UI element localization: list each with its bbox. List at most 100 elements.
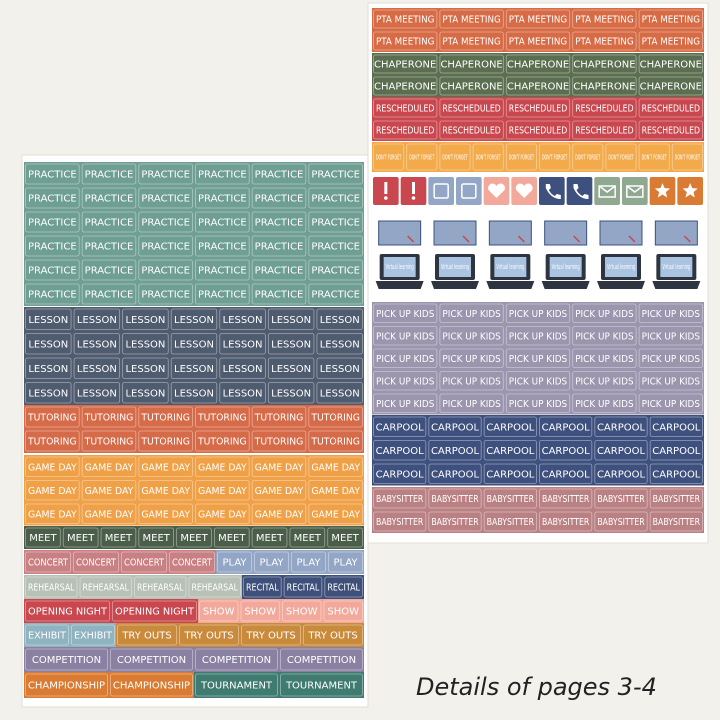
sticker-label: PLAY: [333, 558, 358, 569]
sticker-label: REHEARSAL: [28, 583, 75, 594]
sticker-label: PTA MEETING: [575, 15, 633, 26]
sticker: [138, 480, 193, 501]
sticker-band: [24, 282, 364, 306]
sticker: [81, 163, 137, 185]
sticker-band: [24, 258, 364, 282]
sticker: [373, 98, 438, 118]
sticker-label: CHAPERONE: [640, 60, 702, 71]
sticker-label: LESSON: [174, 388, 214, 399]
sticker-label: PICK UP KIDS: [642, 376, 700, 387]
sticker: [439, 76, 504, 96]
sticker: [505, 143, 537, 171]
sticker: [195, 283, 250, 305]
sticker: [122, 357, 169, 379]
sticker: [308, 503, 363, 524]
sticker-label: TUTORING: [84, 437, 134, 448]
sticker-band: [24, 672, 194, 698]
sticker-label: PRACTICE: [85, 266, 134, 277]
sticker: [138, 406, 193, 428]
sticker: [251, 187, 307, 209]
sticker-label: TUTORING: [310, 413, 360, 424]
sticker: [316, 382, 363, 404]
sticker: [572, 98, 637, 118]
sticker: [195, 503, 250, 524]
sticker: [316, 333, 363, 355]
sticker-label: TOURNAMENT: [285, 681, 358, 692]
sticker: [195, 163, 250, 185]
sticker: [373, 54, 438, 74]
sticker: [289, 527, 326, 548]
sticker-label: RESCHEDULED: [642, 104, 701, 115]
sticker-label: CHAPERONE: [440, 60, 502, 71]
sticker-band: [24, 429, 364, 453]
sticker-label: TUTORING: [27, 437, 77, 448]
caption: Details of pages 3-4: [416, 673, 657, 701]
sticker-band: [24, 331, 364, 356]
sticker-label: PTA MEETING: [376, 15, 434, 26]
sticker-label: PRACTICE: [255, 170, 304, 181]
sticker-label: CARPOOL: [597, 422, 646, 433]
sticker-label: PRACTICE: [255, 242, 304, 253]
sticker: [439, 9, 504, 29]
sticker: [428, 488, 482, 509]
sticker-label: GAME DAY: [311, 486, 360, 497]
laptop-base: [597, 281, 645, 289]
sticker: [62, 527, 99, 548]
icon-sticker: [428, 177, 454, 205]
sticker-band: [24, 647, 364, 672]
sticker: [594, 440, 648, 461]
sticker: [373, 488, 427, 509]
sticker-label: BABYSITTER: [653, 517, 700, 528]
sticker-label: MEET: [143, 533, 171, 544]
sticker-label: PICK UP KIDS: [376, 399, 434, 410]
sticker-label: TUTORING: [140, 413, 190, 424]
sticker: [308, 211, 363, 233]
sticker-label: BABYSITTER: [597, 517, 644, 528]
sticker: [406, 143, 438, 171]
sticker: [138, 211, 193, 233]
sticker-label: SHOW: [244, 607, 276, 618]
sticker: [81, 480, 137, 501]
sticker: [649, 463, 703, 484]
sticker-label: RESCHEDULED: [442, 104, 501, 115]
sticker-label: PRACTICE: [141, 242, 190, 253]
sticker: [81, 283, 137, 305]
sticker-label: CARPOOL: [542, 446, 591, 457]
sticker-label: PICK UP KIDS: [642, 309, 700, 320]
laptop-base: [486, 281, 535, 289]
sticker: [638, 76, 703, 96]
sticker: [213, 527, 250, 548]
sticker: [81, 235, 137, 257]
sticker: [439, 371, 504, 391]
sticker-label: DON'T FORGET: [376, 154, 402, 162]
sticker-label: PICK UP KIDS: [442, 376, 500, 387]
sticker-band: [24, 575, 242, 599]
sticker: [122, 308, 169, 330]
sticker-label: PLAY: [296, 558, 321, 569]
sticker-label: PRACTICE: [28, 266, 77, 277]
sticker-band: [24, 307, 364, 332]
sticker-label: LESSON: [28, 315, 68, 326]
sticker: [251, 235, 307, 257]
sticker: [251, 163, 307, 185]
sticker: [308, 259, 363, 281]
sticker-label: BABYSITTER: [653, 494, 700, 505]
sticker: [199, 600, 239, 622]
sticker: [241, 624, 301, 646]
sticker: [25, 382, 72, 404]
sticker: [81, 503, 137, 524]
sticker-band: [24, 599, 198, 623]
sticker-label: PRACTICE: [255, 218, 304, 229]
sticker: [505, 98, 571, 118]
sticker-band: [372, 347, 704, 370]
sticker: [25, 480, 80, 501]
sticker: [649, 488, 703, 509]
sticker: [572, 120, 637, 140]
sticker: [373, 393, 438, 413]
sticker-label: RECITAL: [327, 583, 360, 594]
sticker: [195, 187, 250, 209]
sticker: [428, 416, 482, 437]
sticker-label: RESCHEDULED: [509, 126, 568, 137]
sticker-label: GAME DAY: [198, 509, 247, 520]
sticker: [505, 120, 571, 140]
